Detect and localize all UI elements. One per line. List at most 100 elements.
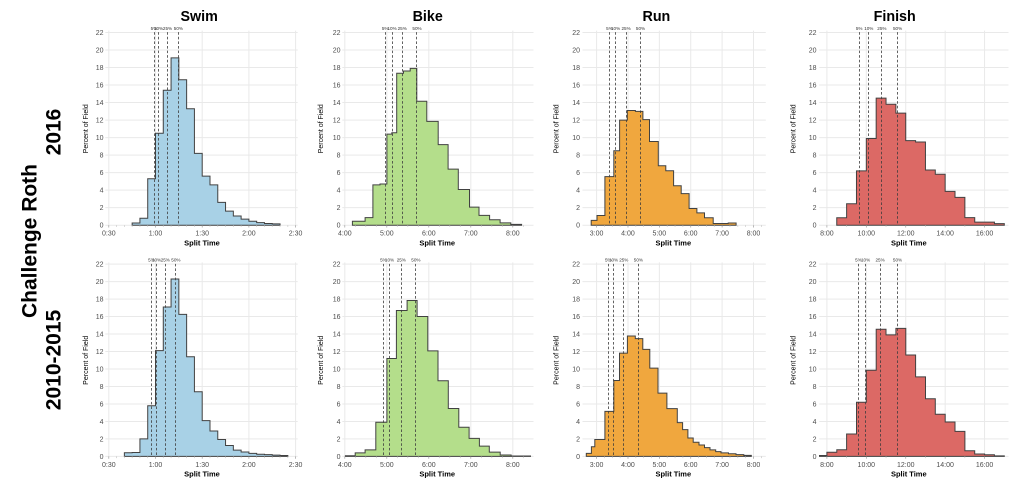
svg-text:5%: 5% (605, 258, 612, 263)
svg-text:10: 10 (809, 135, 817, 142)
svg-text:1:00: 1:00 (149, 231, 163, 238)
svg-text:0: 0 (576, 223, 580, 230)
svg-text:6:00: 6:00 (422, 462, 436, 469)
svg-text:Percent of Field: Percent of Field (790, 336, 797, 385)
svg-text:Split Time: Split Time (655, 239, 691, 248)
svg-text:16: 16 (809, 314, 817, 321)
svg-text:4: 4 (576, 419, 580, 426)
svg-text:22: 22 (809, 262, 817, 269)
svg-text:12: 12 (333, 117, 341, 124)
svg-text:8: 8 (576, 153, 580, 160)
svg-text:4: 4 (576, 188, 580, 195)
svg-text:5:00: 5:00 (653, 231, 667, 238)
svg-text:6:00: 6:00 (684, 231, 698, 238)
svg-text:2:00: 2:00 (242, 462, 256, 469)
svg-text:4:00: 4:00 (621, 231, 635, 238)
svg-text:14:00: 14:00 (936, 231, 954, 238)
svg-text:0: 0 (337, 223, 341, 230)
svg-text:4:00: 4:00 (621, 462, 635, 469)
svg-text:0: 0 (813, 223, 817, 230)
svg-text:10: 10 (333, 135, 341, 142)
svg-text:4: 4 (813, 188, 817, 195)
svg-text:6: 6 (100, 170, 104, 177)
svg-text:5:00: 5:00 (653, 462, 667, 469)
svg-text:22: 22 (96, 262, 104, 269)
svg-text:16: 16 (809, 82, 817, 89)
svg-text:2: 2 (337, 436, 341, 443)
svg-text:4:00: 4:00 (338, 231, 352, 238)
svg-text:0: 0 (100, 454, 104, 461)
svg-text:10%: 10% (385, 258, 394, 263)
svg-text:2: 2 (813, 205, 817, 212)
svg-text:10: 10 (572, 366, 580, 373)
svg-text:6: 6 (813, 170, 817, 177)
svg-text:7:00: 7:00 (464, 231, 478, 238)
svg-text:Split Time: Split Time (184, 239, 220, 248)
svg-text:Split Time: Split Time (184, 470, 220, 479)
svg-text:20: 20 (333, 47, 341, 54)
svg-text:20: 20 (96, 47, 104, 54)
svg-text:6: 6 (100, 401, 104, 408)
svg-text:1:00: 1:00 (149, 462, 163, 469)
svg-text:10%: 10% (864, 26, 873, 31)
svg-text:20: 20 (96, 279, 104, 286)
svg-text:6:00: 6:00 (422, 231, 436, 238)
svg-text:4: 4 (100, 419, 104, 426)
svg-text:10%: 10% (611, 26, 620, 31)
svg-text:5:00: 5:00 (380, 231, 394, 238)
svg-text:14: 14 (809, 331, 817, 338)
svg-text:4: 4 (813, 419, 817, 426)
svg-text:18: 18 (96, 296, 104, 303)
svg-text:4: 4 (100, 188, 104, 195)
svg-text:10%: 10% (152, 258, 161, 263)
svg-text:14:00: 14:00 (936, 462, 954, 469)
svg-text:25%: 25% (619, 258, 628, 263)
svg-text:0:30: 0:30 (102, 231, 116, 238)
svg-text:7:00: 7:00 (464, 462, 478, 469)
svg-text:25%: 25% (163, 26, 172, 31)
svg-text:Percent of Field: Percent of Field (83, 336, 90, 385)
svg-text:Run: Run (643, 9, 671, 25)
svg-text:16: 16 (572, 82, 580, 89)
svg-text:10: 10 (96, 135, 104, 142)
svg-text:14: 14 (96, 331, 104, 338)
svg-text:18: 18 (572, 65, 580, 72)
svg-text:18: 18 (572, 296, 580, 303)
svg-text:2010-2015: 2010-2015 (42, 309, 65, 410)
svg-text:2: 2 (576, 205, 580, 212)
svg-text:8:00: 8:00 (506, 462, 520, 469)
svg-text:Percent of Field: Percent of Field (554, 104, 561, 153)
svg-text:Challenge Roth: Challenge Roth (19, 164, 42, 318)
svg-text:Split Time: Split Time (891, 470, 927, 479)
svg-text:25%: 25% (621, 26, 630, 31)
svg-text:0: 0 (576, 454, 580, 461)
svg-text:5%: 5% (151, 26, 158, 31)
svg-text:20: 20 (809, 47, 817, 54)
svg-text:5%: 5% (855, 258, 862, 263)
svg-text:10: 10 (333, 366, 341, 373)
svg-text:16: 16 (333, 82, 341, 89)
svg-text:14: 14 (96, 100, 104, 107)
svg-text:20: 20 (333, 279, 341, 286)
svg-text:16:00: 16:00 (976, 231, 994, 238)
svg-text:8:00: 8:00 (747, 462, 761, 469)
svg-text:16:00: 16:00 (976, 462, 994, 469)
svg-text:2:00: 2:00 (242, 231, 256, 238)
svg-text:6: 6 (576, 170, 580, 177)
svg-text:18: 18 (809, 296, 817, 303)
svg-text:10%: 10% (387, 26, 396, 31)
svg-text:50%: 50% (411, 258, 420, 263)
svg-text:16: 16 (96, 82, 104, 89)
svg-text:8: 8 (337, 153, 341, 160)
svg-text:2: 2 (100, 205, 104, 212)
svg-text:16: 16 (333, 314, 341, 321)
svg-text:Percent of Field: Percent of Field (790, 104, 797, 153)
svg-text:22: 22 (572, 30, 580, 37)
svg-text:18: 18 (333, 65, 341, 72)
svg-text:7:00: 7:00 (715, 231, 729, 238)
svg-text:6: 6 (813, 401, 817, 408)
svg-text:2: 2 (100, 436, 104, 443)
svg-text:14: 14 (572, 331, 580, 338)
svg-text:0: 0 (100, 223, 104, 230)
svg-text:10: 10 (572, 135, 580, 142)
